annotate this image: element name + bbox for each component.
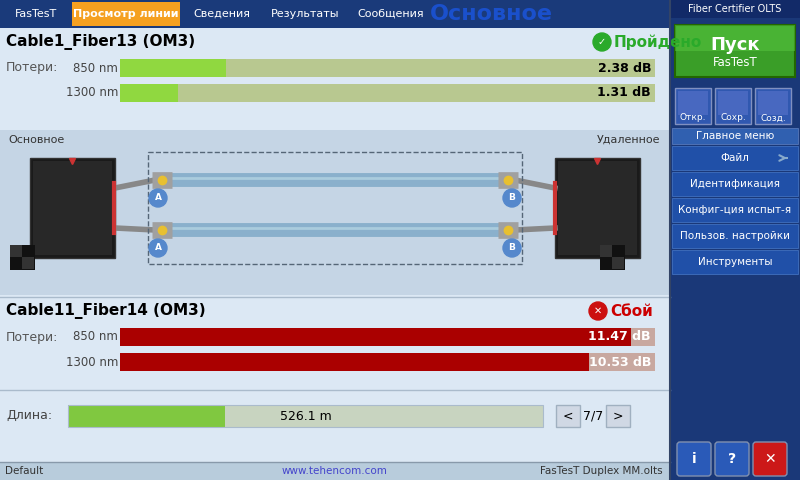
Polygon shape — [120, 84, 655, 102]
Text: Главное меню: Главное меню — [696, 131, 774, 141]
Bar — [148, 152, 522, 264]
Polygon shape — [0, 390, 670, 462]
Text: Потери:: Потери: — [6, 61, 58, 74]
Circle shape — [589, 302, 607, 320]
Polygon shape — [672, 198, 798, 222]
Text: Пройдено: Пройдено — [614, 34, 702, 50]
Polygon shape — [555, 158, 640, 258]
Text: www.tehencom.com: www.tehencom.com — [282, 466, 388, 476]
Text: ✓: ✓ — [598, 37, 606, 47]
Polygon shape — [672, 250, 798, 274]
Polygon shape — [33, 161, 112, 255]
Text: 1300 nm: 1300 nm — [66, 356, 118, 369]
Text: Потери:: Потери: — [6, 331, 58, 344]
Text: Сообщения: Сообщения — [358, 9, 424, 19]
Text: Длина:: Длина: — [6, 408, 52, 421]
Text: Fiber Certifier OLTS: Fiber Certifier OLTS — [688, 4, 782, 14]
Polygon shape — [718, 91, 748, 115]
Text: Сведения: Сведения — [194, 9, 250, 19]
Text: ✕: ✕ — [594, 306, 602, 316]
Polygon shape — [675, 25, 795, 51]
Text: Сбой: Сбой — [610, 303, 653, 319]
Polygon shape — [0, 0, 800, 28]
Polygon shape — [22, 257, 34, 269]
Polygon shape — [120, 328, 655, 346]
Text: B: B — [509, 193, 515, 203]
Text: Результаты: Результаты — [270, 9, 339, 19]
Text: Откр.: Откр. — [680, 113, 706, 122]
Polygon shape — [672, 224, 798, 248]
Polygon shape — [348, 2, 434, 26]
Polygon shape — [182, 2, 262, 26]
Text: 850 nm: 850 nm — [73, 331, 118, 344]
FancyBboxPatch shape — [677, 442, 711, 476]
Polygon shape — [120, 59, 226, 77]
Text: Основное: Основное — [8, 135, 64, 145]
Polygon shape — [675, 88, 711, 124]
Polygon shape — [755, 88, 791, 124]
Polygon shape — [672, 128, 798, 144]
Text: 1300 nm: 1300 nm — [66, 86, 118, 99]
Text: <: < — [562, 409, 574, 422]
Text: 11.47 dB: 11.47 dB — [589, 331, 651, 344]
Polygon shape — [10, 245, 22, 257]
Text: ✕: ✕ — [764, 452, 776, 466]
Polygon shape — [0, 462, 670, 480]
Text: Идентификация: Идентификация — [690, 179, 780, 189]
Text: 7/7: 7/7 — [583, 409, 603, 422]
Text: A: A — [154, 193, 162, 203]
Polygon shape — [675, 25, 795, 77]
Text: 10.53 dB: 10.53 dB — [589, 356, 651, 369]
Text: FasTesT Duplex MM.olts: FasTesT Duplex MM.olts — [540, 466, 663, 476]
Text: B: B — [509, 243, 515, 252]
Polygon shape — [2, 2, 70, 26]
Polygon shape — [0, 297, 670, 387]
Polygon shape — [670, 0, 800, 480]
Polygon shape — [612, 257, 624, 269]
Circle shape — [149, 189, 167, 207]
Polygon shape — [30, 158, 115, 258]
Text: Удаленное: Удаленное — [597, 135, 660, 145]
Polygon shape — [120, 353, 655, 371]
Text: Default: Default — [5, 466, 43, 476]
Polygon shape — [0, 28, 670, 480]
FancyBboxPatch shape — [753, 442, 787, 476]
Text: Файл: Файл — [721, 153, 750, 163]
Polygon shape — [600, 245, 625, 270]
Polygon shape — [758, 91, 788, 115]
Text: Сохр.: Сохр. — [720, 113, 746, 122]
Circle shape — [149, 239, 167, 257]
Polygon shape — [120, 353, 590, 371]
FancyBboxPatch shape — [715, 442, 749, 476]
Polygon shape — [672, 172, 798, 196]
Polygon shape — [120, 84, 178, 102]
Text: Пуск: Пуск — [710, 36, 760, 54]
Text: Основное: Основное — [430, 4, 553, 24]
Polygon shape — [120, 328, 631, 346]
Polygon shape — [606, 405, 630, 427]
Polygon shape — [72, 2, 180, 26]
Text: 1.31 dB: 1.31 dB — [598, 86, 651, 99]
Text: A: A — [154, 243, 162, 252]
Text: 526.1 m: 526.1 m — [280, 409, 331, 422]
Text: 850 nm: 850 nm — [73, 61, 118, 74]
Polygon shape — [264, 2, 346, 26]
Polygon shape — [600, 245, 612, 257]
Circle shape — [593, 33, 611, 51]
Text: 2.38 dB: 2.38 dB — [598, 61, 651, 74]
Text: Пользов. настройки: Пользов. настройки — [680, 231, 790, 241]
Polygon shape — [0, 28, 670, 128]
Polygon shape — [120, 59, 655, 77]
Text: Просмотр линии: Просмотр линии — [74, 9, 178, 19]
Polygon shape — [10, 245, 35, 270]
Text: >: > — [613, 409, 623, 422]
Text: Созд.: Созд. — [760, 113, 786, 122]
Circle shape — [503, 189, 521, 207]
Polygon shape — [670, 0, 800, 18]
Polygon shape — [715, 88, 751, 124]
Text: Cable11_Fiber14 (OM3): Cable11_Fiber14 (OM3) — [6, 303, 206, 319]
Text: Инструменты: Инструменты — [698, 257, 772, 267]
Polygon shape — [558, 161, 637, 255]
Polygon shape — [0, 130, 670, 295]
